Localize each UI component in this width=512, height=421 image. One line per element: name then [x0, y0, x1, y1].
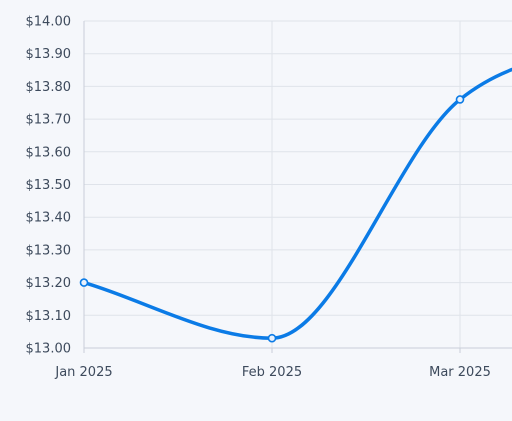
series-line [82, 67, 512, 340]
x-tick-label: Jan 2025 [54, 365, 112, 380]
x-tick-label: Mar 2025 [429, 365, 491, 380]
y-tick-label: $13.90 [26, 47, 72, 62]
y-tick-label: $13.60 [26, 145, 72, 160]
y-tick-label: $13.50 [26, 178, 72, 193]
y-tick-label: $13.30 [26, 243, 72, 258]
y-tick-label: $13.40 [26, 211, 72, 226]
y-tick-label: $13.80 [26, 80, 72, 95]
y-axis-tick-labels: $13.00 $13.10 $13.20 $13.30 $13.40 $13.50 $13.… [26, 15, 72, 357]
y-tick-label: $13.00 [26, 342, 72, 357]
y-tick-label: $13.10 [26, 309, 72, 324]
series [82, 67, 512, 340]
data-point [267, 333, 277, 343]
y-tick-label: $14.00 [26, 15, 72, 30]
axes [83, 21, 512, 353]
y-tick-label: $13.70 [26, 113, 72, 128]
data-points [79, 95, 465, 343]
x-tick-label: Feb 2025 [242, 365, 302, 380]
data-point [455, 95, 465, 104]
y-tick-label: $13.20 [26, 276, 72, 291]
grid [83, 20, 512, 349]
data-point [79, 278, 89, 287]
x-axis-tick-labels: Jan 2025 Feb 2025 Mar 2025 [54, 365, 491, 380]
